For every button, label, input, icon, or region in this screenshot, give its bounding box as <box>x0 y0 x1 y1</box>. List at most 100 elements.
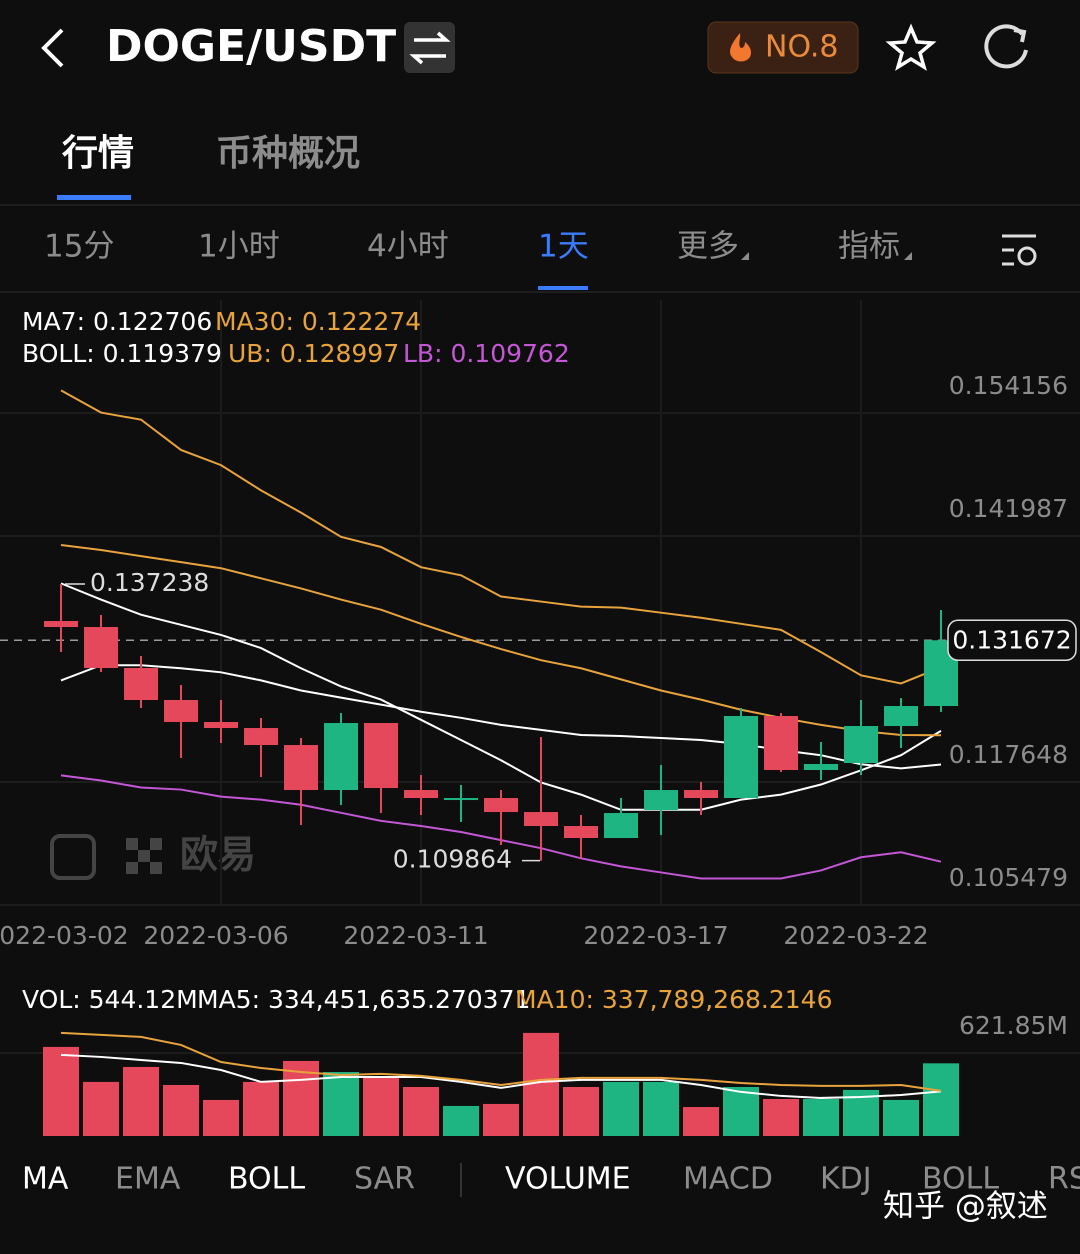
tab-active[interactable]: 行情 <box>62 133 134 174</box>
volume-bar <box>123 1066 159 1136</box>
candle-body <box>644 790 678 811</box>
volume-bar <box>443 1105 479 1136</box>
candle-body <box>164 700 198 723</box>
interval[interactable]: 4小时 <box>367 229 449 265</box>
candle-body <box>84 627 118 669</box>
indicator-line <box>60 389 942 685</box>
legend-entry: UB: 0.128997 <box>228 339 399 368</box>
low-label: 0.109864 <box>393 845 512 874</box>
candle-body <box>444 798 478 801</box>
volume-bar <box>763 1099 799 1136</box>
legend-entry: LB: 0.109762 <box>403 339 570 368</box>
candle-body <box>524 812 558 827</box>
volume-bar <box>643 1081 679 1136</box>
volume-bar <box>803 1099 839 1136</box>
legend-entry: MA10: 337,789,268.2146 <box>515 985 832 1014</box>
volume-bar <box>363 1076 399 1136</box>
x-tick-label: 2022-03-22 <box>783 921 928 950</box>
volume-bar <box>323 1072 359 1136</box>
candle-body <box>884 706 918 727</box>
volume-bar <box>243 1081 279 1136</box>
volume-bar <box>163 1084 199 1136</box>
watermark-text: 欧易 <box>180 833 256 877</box>
indicator-bar <box>0 1136 1080 1254</box>
candle-body <box>324 723 358 791</box>
indicator-tab[interactable]: EMA <box>115 1162 181 1197</box>
y-tick-label: 0.154156 <box>949 371 1068 400</box>
interval-underline <box>538 286 588 290</box>
current-price-tag <box>947 619 1077 662</box>
pair-title: DOGE/USDT <box>106 21 396 72</box>
candle-body <box>404 790 438 799</box>
volume-bar <box>563 1086 599 1136</box>
candle-body <box>484 798 518 813</box>
volume-bar <box>883 1099 919 1136</box>
candle-body <box>44 621 78 628</box>
legend-entry: MA30: 0.122274 <box>215 307 421 336</box>
y-tick-label: 621.85M <box>959 1011 1068 1040</box>
candle-body <box>244 728 278 746</box>
volume-average-line <box>60 1031 942 1092</box>
volume-bar <box>603 1081 639 1136</box>
tab[interactable]: 币种概况 <box>216 133 360 174</box>
candle-body <box>124 668 158 701</box>
candle-body <box>604 813 638 839</box>
back-button[interactable] <box>41 28 64 68</box>
settings-button[interactable] <box>1002 234 1037 266</box>
refresh-button[interactable] <box>984 24 1028 69</box>
volume-bar <box>683 1107 719 1136</box>
indicator-tab[interactable]: BOLL <box>922 1162 999 1197</box>
tab-underline <box>57 195 131 200</box>
volume-bar <box>723 1086 759 1136</box>
legend-entry: MA5: 334,451,635.270371 <box>197 985 530 1014</box>
legend-entry: BOLL: 0.119379 <box>22 339 222 368</box>
interval-active[interactable]: 1天 <box>538 229 589 265</box>
volume-bar <box>403 1086 439 1136</box>
indicator-tab[interactable]: KDJ <box>820 1162 872 1197</box>
volume-plot <box>0 1031 1080 1136</box>
current-price-label: 0.131672 <box>952 625 1071 654</box>
legend-entry: MA7: 0.122706 <box>22 307 212 336</box>
volume-bar <box>203 1099 239 1136</box>
x-tick-label: 2022-03-06 <box>143 921 288 950</box>
indicator-tab[interactable]: MA <box>22 1162 69 1197</box>
x-tick-label: 2022-03-17 <box>583 921 728 950</box>
interval[interactable]: 1小时 <box>198 229 280 265</box>
rank-label: NO.8 <box>765 30 838 65</box>
volume-bar <box>43 1046 79 1136</box>
candle-body <box>764 716 798 771</box>
indicator-line <box>60 582 942 811</box>
volume-bar <box>923 1063 959 1136</box>
favorite-button[interactable] <box>885 23 937 71</box>
candle-body <box>364 723 398 789</box>
volume-bar <box>483 1103 519 1136</box>
credit: 知乎 @叙述 <box>883 1189 1048 1225</box>
candle-body <box>564 826 598 839</box>
indicator-tab[interactable]: RS <box>1048 1162 1080 1197</box>
y-tick-label: 0.141987 <box>949 494 1068 523</box>
y-tick-label: 0.105479 <box>949 863 1068 892</box>
high-label: 0.137238 <box>90 568 209 597</box>
candle-body <box>844 726 878 764</box>
candle-body <box>724 716 758 799</box>
interval-menu[interactable]: 更多 <box>677 229 739 265</box>
swap-button[interactable] <box>404 22 455 73</box>
dropdown-icon <box>904 252 912 260</box>
indicator-tab[interactable]: SAR <box>354 1162 415 1197</box>
x-tick-label: 2022-03-11 <box>343 921 488 950</box>
candle-body <box>204 722 238 729</box>
volume-bar <box>83 1081 119 1136</box>
candle-body <box>804 764 838 771</box>
rank-badge[interactable]: NO.8 <box>707 21 859 74</box>
indicator-menu[interactable]: 指标 <box>838 229 900 265</box>
indicator-tab[interactable]: MACD <box>683 1162 773 1197</box>
dropdown-icon <box>741 252 749 260</box>
watermark: 欧易 <box>50 833 256 880</box>
interval[interactable]: 15分 <box>44 229 114 265</box>
legend-entry: VOL: 544.12M <box>22 985 198 1014</box>
indicator-tab[interactable]: VOLUME <box>505 1162 631 1197</box>
indicator-tab[interactable]: BOLL <box>228 1162 305 1197</box>
candle-body <box>684 790 718 799</box>
